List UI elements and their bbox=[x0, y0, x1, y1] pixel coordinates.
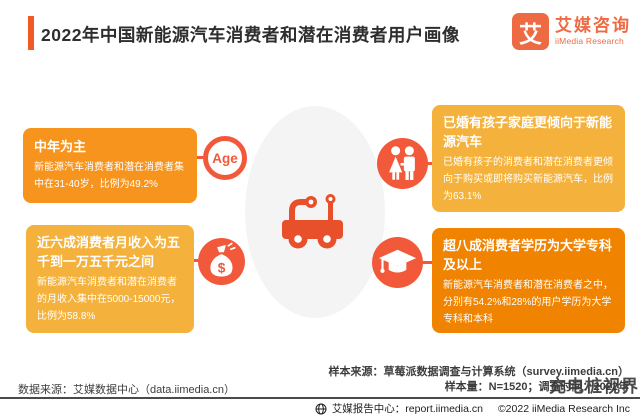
card-family-title: 已婚有孩子家庭更倾向于新能源汽车 bbox=[443, 115, 613, 149]
card-family-body: 已婚有孩子的消费者和潜在消费者更倾向于购买或即将购买新能源汽车，比例为63.1% bbox=[443, 157, 613, 202]
ev-car-icon bbox=[277, 189, 351, 251]
hub-background-ellipse bbox=[245, 106, 385, 318]
connector-line-family bbox=[422, 162, 436, 165]
connector-line-age bbox=[194, 156, 208, 159]
sample-size-note: 样本量：N=1520；调查时间：2022年 bbox=[444, 381, 629, 393]
footer-divider bbox=[0, 397, 640, 399]
age-badge-label: Age bbox=[212, 150, 238, 166]
watermark-text: 充电桩视界 bbox=[549, 377, 639, 396]
connector-line-income bbox=[189, 259, 202, 262]
card-education-body: 新能源汽车消费者和潜在消费者之中，分别有54.2%和28%的用户学历为大学专科和… bbox=[443, 280, 613, 325]
logo-name-en: iiMedia Research bbox=[555, 35, 624, 46]
money-bag-icon: $ bbox=[198, 238, 245, 285]
graduation-cap-icon bbox=[372, 237, 423, 288]
card-age: 中年为主 新能源汽车消费者和潜在消费者集中在31-40岁，比例为49.2% bbox=[23, 128, 197, 203]
footer-bar: 艾媒报告中心：report.iimedia.cn ©2022 iiMedia R… bbox=[315, 401, 630, 416]
svg-text:$: $ bbox=[218, 260, 226, 275]
copyright-text: ©2022 iiMedia Research Inc bbox=[497, 402, 630, 415]
card-age-title: 中年为主 bbox=[34, 139, 87, 154]
age-badge-icon: Age bbox=[203, 136, 247, 180]
report-center-link: 艾媒报告中心：report.iimedia.cn bbox=[331, 403, 483, 415]
card-age-body: 新能源汽车消费者和潜在消费者集中在31-40岁，比例为49.2% bbox=[34, 162, 184, 190]
page-title: 2022年中国新能源汽车消费者和潜在消费者用户画像 bbox=[41, 25, 460, 45]
card-income-title: 近六成消费者月收入为五千到一万五千元之间 bbox=[37, 235, 181, 269]
connector-line-education bbox=[418, 261, 436, 264]
card-family: 已婚有孩子家庭更倾向于新能源汽车 已婚有孩子的消费者和潜在消费者更倾向于购买或即… bbox=[432, 105, 625, 212]
data-source-note: 数据来源：艾媒数据中心（data.iimedia.cn） bbox=[18, 384, 235, 396]
card-income: 近六成消费者月收入为五千到一万五千元之间 新能源汽车消费者和潜在消费者的月收入集… bbox=[26, 225, 194, 333]
logo-name-cn: 艾媒咨询 bbox=[555, 16, 631, 36]
card-income-body: 新能源汽车消费者和潜在消费者的月收入集中在5000-15000元，比例为58.8… bbox=[37, 277, 181, 322]
card-education: 超八成消费者学历为大学专科及以上 新能源汽车消费者和潜在消费者之中，分别有54.… bbox=[432, 228, 625, 333]
sample-source-note: 样本来源：草莓派数据调查与计算系统（survey.iimedia.cn） bbox=[328, 366, 629, 378]
family-couple-icon bbox=[377, 138, 428, 189]
iimedia-logo-text: 艾媒咨询 iiMedia Research bbox=[555, 16, 631, 46]
iimedia-logo: 艾 艾媒咨询 iiMedia Research bbox=[512, 13, 631, 50]
iimedia-logo-mark-icon: 艾 bbox=[512, 13, 549, 50]
card-education-title: 超八成消费者学历为大学专科及以上 bbox=[443, 238, 613, 272]
globe-icon bbox=[315, 403, 327, 414]
title-accent-bar bbox=[28, 16, 34, 50]
